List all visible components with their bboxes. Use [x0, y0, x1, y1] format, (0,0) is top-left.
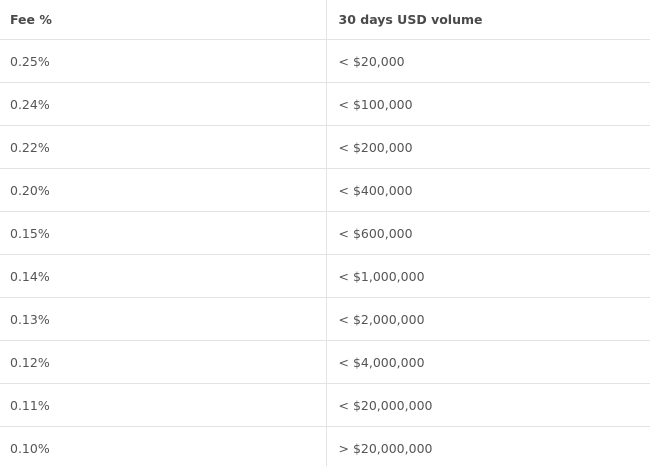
- fee-cell: 0.13%: [0, 297, 327, 341]
- volume-cell: < $1,000,000: [326, 254, 650, 298]
- header-row: Fee % 30 days USD volume: [0, 0, 650, 40]
- table-header: Fee % 30 days USD volume: [0, 0, 650, 40]
- table-row: 0.14% < $1,000,000: [0, 254, 650, 298]
- table-row: 0.10% > $20,000,000: [0, 426, 650, 466]
- header-30-day-volume: 30 days USD volume: [326, 0, 650, 40]
- fee-cell: 0.20%: [0, 168, 327, 212]
- table-row: 0.12% < $4,000,000: [0, 340, 650, 384]
- volume-cell: < $200,000: [326, 125, 650, 169]
- table-body: 0.25% < $20,000 0.24% < $100,000 0.22% <…: [0, 39, 650, 466]
- volume-cell: < $600,000: [326, 211, 650, 255]
- table-row: 0.15% < $600,000: [0, 211, 650, 255]
- header-fee-percent: Fee %: [0, 0, 327, 40]
- volume-cell: < $2,000,000: [326, 297, 650, 341]
- table-row: 0.25% < $20,000: [0, 39, 650, 83]
- table-row: 0.20% < $400,000: [0, 168, 650, 212]
- table-row: 0.11% < $20,000,000: [0, 383, 650, 427]
- table-row: 0.22% < $200,000: [0, 125, 650, 169]
- volume-cell: < $100,000: [326, 82, 650, 126]
- volume-cell: > $20,000,000: [338, 440, 433, 456]
- fee-cell: 0.25%: [0, 39, 327, 83]
- fee-cell: 0.22%: [0, 125, 327, 169]
- table-row: 0.24% < $100,000: [0, 82, 650, 126]
- volume-cell: < $4,000,000: [326, 340, 650, 384]
- fee-cell: 0.11%: [0, 383, 327, 427]
- fee-cell: 0.15%: [0, 211, 327, 255]
- volume-cell: < $20,000,000: [326, 383, 650, 427]
- fee-cell: 0.12%: [0, 340, 327, 384]
- volume-cell: < $400,000: [326, 168, 650, 212]
- volume-cell: < $20,000: [326, 39, 650, 83]
- fee-cell: 0.10%: [0, 426, 327, 466]
- fee-cell: 0.14%: [0, 254, 327, 298]
- fee-cell: 0.24%: [0, 82, 327, 126]
- table-row: 0.13% < $2,000,000: [0, 297, 650, 341]
